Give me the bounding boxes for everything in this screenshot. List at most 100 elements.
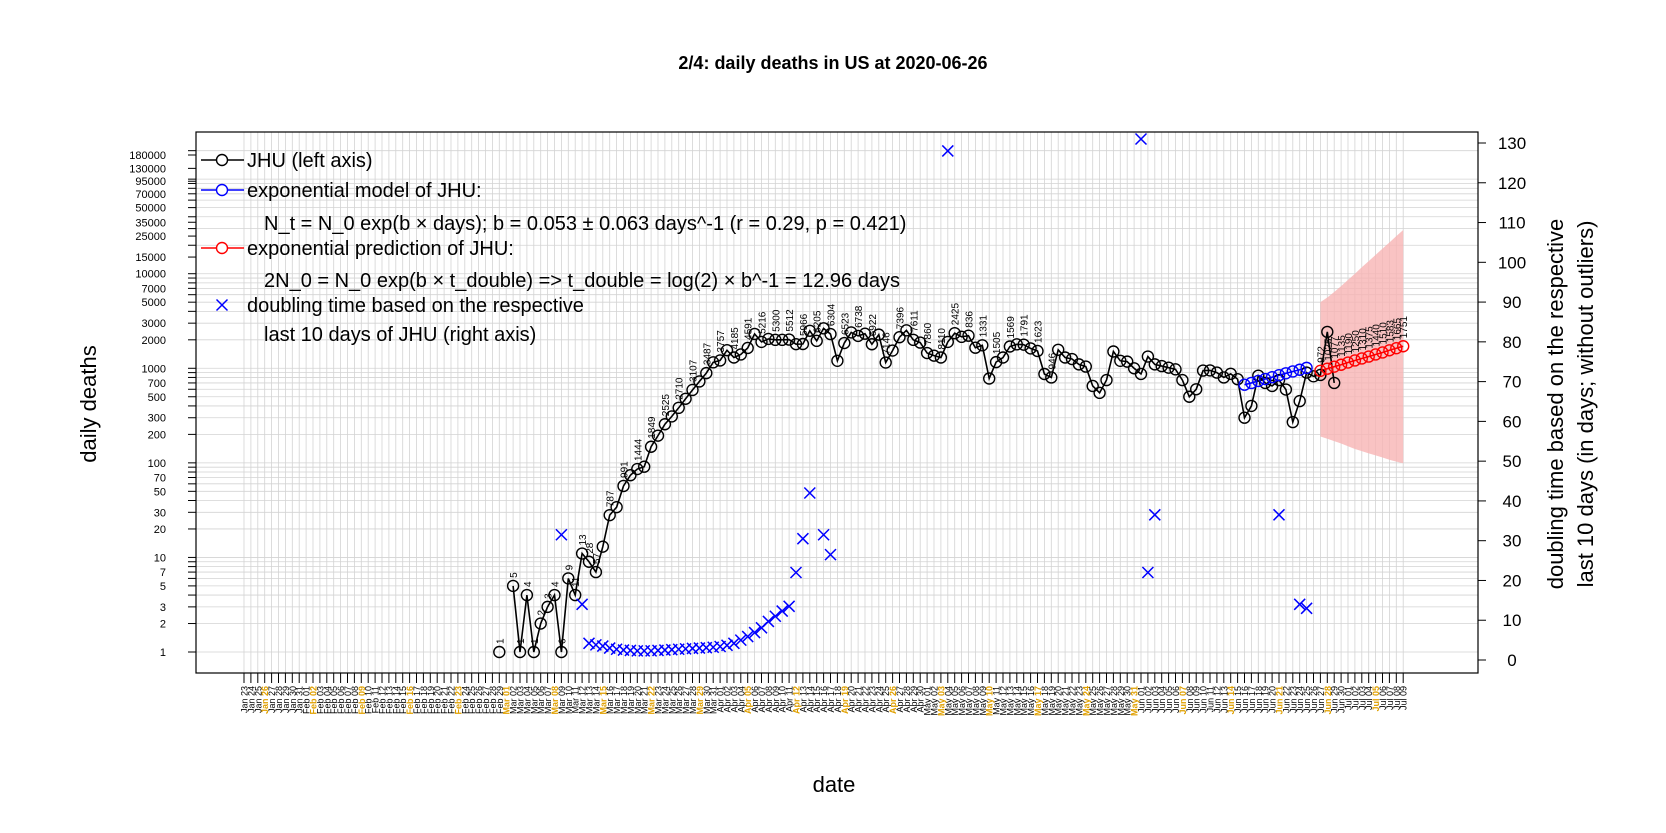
prediction-line (1320, 345, 1404, 372)
x-axis-tick-label: Apr 22 (861, 686, 871, 713)
prediction-point (1314, 364, 1327, 378)
jhu-data-label: 6738 (854, 305, 865, 328)
right-axis-tick-label: 80 (1503, 333, 1522, 352)
jhu-data-label: 787 (606, 490, 617, 507)
doubling-time-cross (1141, 566, 1154, 579)
x-axis-tick-label: Jun 15 (1233, 686, 1243, 713)
doubling-time-cross (734, 634, 747, 647)
right-axis-tick-label: 120 (1498, 174, 1526, 193)
x-axis-tick-label: Mar 14 (591, 686, 601, 714)
jhu-data-label: 7611 (909, 310, 920, 332)
x-axis-tick-label: Apr 16 (819, 686, 829, 713)
jhu-point (976, 339, 989, 352)
jhu-point (644, 440, 658, 453)
right-axis-tick-label: 130 (1498, 134, 1526, 153)
jhu-point (1038, 367, 1051, 381)
jhu-point (665, 410, 678, 423)
x-axis-tick-label: Apr 14 (805, 686, 815, 713)
jhu-data-label: 13 (578, 534, 589, 546)
prediction-point (1348, 354, 1362, 367)
jhu-data-label: 6523 (840, 312, 851, 335)
x-axis-tick-label: Jul 01 (1344, 686, 1354, 710)
jhu-point (513, 645, 527, 659)
x-axis-tick-label: Feb 25 (467, 686, 477, 714)
prediction-point (1376, 346, 1389, 359)
jhu-point (1086, 379, 1099, 393)
x-axis-tick-label: Apr 21 (854, 686, 864, 713)
x-axis-tick-label: Mar 11 (571, 686, 581, 713)
x-axis-tick-label: Mar 15 (598, 686, 608, 715)
x-axis-tick-label: May 04 (943, 686, 953, 716)
jhu-data-label: 4 (551, 581, 562, 587)
x-axis-tick-label: Feb 22 (447, 686, 457, 714)
legend-entry-label: exponential prediction of JHU: (247, 238, 514, 260)
jhu-point (1031, 344, 1044, 358)
x-axis-tick-label: Apr 02 (723, 686, 733, 713)
jhu-point (893, 331, 906, 344)
x-axis-tick-label: May 17 (1033, 686, 1043, 716)
jhu-point (962, 329, 975, 342)
legend-cross-marker (215, 298, 229, 312)
jhu-point (920, 346, 934, 360)
x-axis-tick-label: Apr 08 (764, 686, 774, 713)
jhu-data-label: 946 (1047, 352, 1058, 369)
jhu-point (865, 338, 879, 351)
jhu-point (941, 335, 954, 349)
x-axis-tick-label: May 11 (992, 686, 1002, 715)
doubling-time-cross (783, 600, 796, 613)
x-axis-tick-label: Jun 05 (1164, 686, 1174, 713)
left-axis-tick-label: 300 (148, 413, 166, 425)
right-axis-tick-label: 50 (1503, 452, 1522, 471)
prediction-point (1362, 350, 1375, 363)
jhu-point (527, 645, 540, 659)
jhu-data-label: 2 (537, 610, 548, 616)
jhu-point (824, 327, 837, 341)
left-axis-tick-label: 50 (154, 486, 166, 498)
left-axis-tick-label: 1000 (142, 363, 166, 375)
x-axis-tick-label: Jun 03 (1150, 686, 1160, 713)
jhu-point (851, 329, 865, 343)
left-axis-tick-label: 500 (148, 392, 166, 404)
jhu-data-label: 1 (495, 638, 506, 644)
x-axis-tick-label: Feb 10 (364, 686, 374, 714)
x-axis-tick-label: Mar 10 (564, 686, 574, 714)
prediction-data-label: 1583 (1385, 320, 1396, 343)
x-axis-tick-label: Mar 13 (585, 686, 595, 714)
x-axis-tick-label: Feb 17 (412, 686, 422, 714)
x-axis-tick-label: Apr 03 (729, 686, 739, 713)
jhu-point (776, 333, 789, 347)
x-axis-tick-label: Feb 20 (433, 686, 443, 714)
jhu-point (534, 617, 547, 630)
x-axis-tick-label: Apr 15 (812, 686, 822, 713)
x-axis-tick-label: Jan 29 (281, 686, 291, 713)
left-axis-label: daily deaths (76, 345, 101, 462)
x-axis-tick-label: Feb 16 (405, 686, 415, 715)
jhu-point (1279, 383, 1293, 396)
prediction-data-label: 1135 (1337, 335, 1348, 357)
right-axis-tick-label: 60 (1503, 412, 1522, 431)
jhu-point (638, 460, 651, 473)
x-axis-tick-label: Apr 12 (792, 686, 802, 714)
x-axis-tick-label: Mar 22 (647, 686, 657, 715)
x-axis-tick-label: Mar 17 (612, 686, 622, 714)
x-axis-tick-label: Jun 17 (1247, 686, 1257, 713)
x-axis-tick-label: May 13 (1005, 686, 1015, 716)
jhu-point (541, 600, 554, 614)
jhu-data-label: 1623 (1034, 320, 1045, 343)
x-axis-tick-label: Apr 13 (798, 686, 808, 713)
prediction-data-label: 1190 (1344, 333, 1355, 355)
x-axis-tick-label: Apr 17 (826, 686, 836, 713)
x-axis-tick-label: Apr 18 (833, 686, 843, 713)
x-axis-tick-label: Mar 19 (626, 686, 636, 714)
prediction-data-label: 1440 (1372, 324, 1383, 347)
jhu-point (686, 383, 699, 397)
x-axis-tick-label: Apr 19 (840, 686, 850, 714)
x-axis-tick-label: Feb 11 (371, 686, 381, 713)
x-axis-tick-label: Mar 25 (667, 686, 677, 714)
right-axis-tick-label: 110 (1498, 214, 1525, 233)
jhu-point (1120, 355, 1134, 368)
jhu-data-label: 11 (571, 576, 582, 587)
jhu-point (803, 324, 816, 337)
jhu-point (948, 326, 961, 340)
